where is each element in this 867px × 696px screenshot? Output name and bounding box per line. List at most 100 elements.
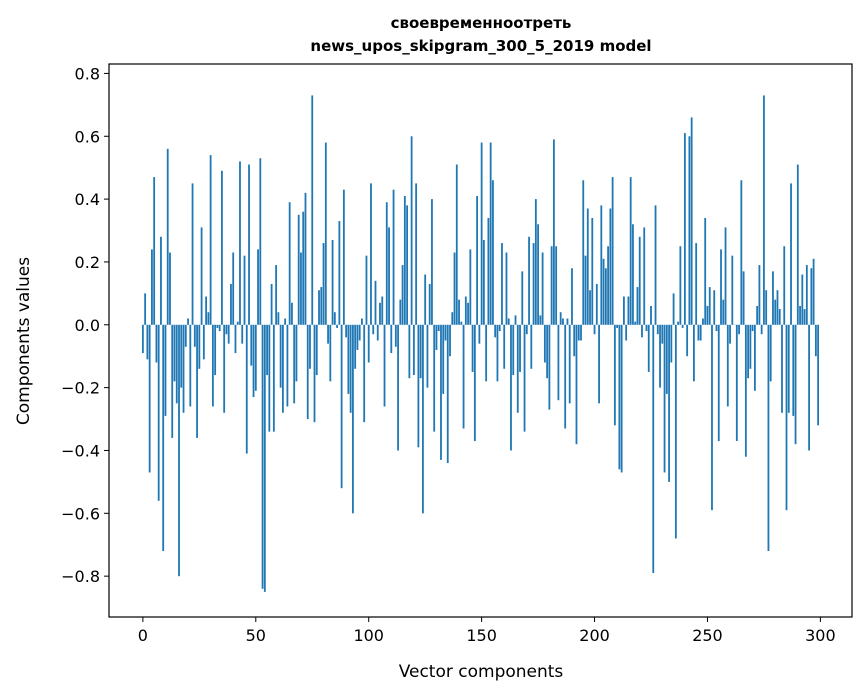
bar <box>164 324 167 416</box>
bar <box>539 315 542 325</box>
y-tick-label: 0.0 <box>75 316 100 335</box>
bar <box>196 324 198 438</box>
bar <box>749 324 752 369</box>
bar <box>641 324 643 338</box>
x-tick-label: 200 <box>579 626 610 645</box>
bar <box>632 224 634 325</box>
bar <box>591 217 594 325</box>
bar <box>494 324 497 338</box>
bar <box>329 324 332 382</box>
y-tick-label: 0.2 <box>75 253 100 272</box>
bar <box>525 324 528 335</box>
bar <box>367 324 370 363</box>
bar <box>663 324 666 473</box>
bar <box>173 324 176 382</box>
bar <box>191 183 194 325</box>
bar <box>735 324 738 442</box>
bar <box>772 271 774 325</box>
bar <box>557 324 560 401</box>
bar <box>731 255 734 325</box>
bar <box>336 324 338 328</box>
x-axis-ticks: 0 50 100 150 200 250 300 <box>138 617 836 645</box>
bar <box>370 183 372 325</box>
bar <box>469 249 472 325</box>
bar <box>297 214 300 325</box>
bar <box>460 321 463 325</box>
bar <box>157 324 160 501</box>
bar <box>202 324 205 360</box>
x-tick-label: 300 <box>805 626 836 645</box>
chart-title-line-1: своевременноотреть <box>391 14 572 32</box>
bar <box>765 290 768 325</box>
bar <box>794 324 797 445</box>
bar <box>729 324 731 344</box>
bar <box>620 324 623 473</box>
bar <box>512 324 515 376</box>
bar <box>354 324 357 369</box>
bar <box>584 255 587 325</box>
bar <box>713 290 716 325</box>
y-tick-label: 0.8 <box>75 64 100 83</box>
bar <box>385 202 388 325</box>
bar <box>241 324 244 344</box>
bar <box>808 324 810 451</box>
bar <box>252 324 255 398</box>
bar <box>695 243 698 325</box>
x-tick-label: 250 <box>692 626 723 645</box>
bar <box>580 324 582 341</box>
bar <box>218 324 221 332</box>
bar <box>462 324 465 429</box>
bar <box>645 324 648 332</box>
bar <box>634 321 637 325</box>
bar <box>492 180 494 325</box>
bar <box>715 324 718 332</box>
bar <box>268 324 271 432</box>
bar <box>647 324 650 372</box>
bar <box>383 324 386 407</box>
bar <box>257 249 259 325</box>
bar <box>510 324 512 451</box>
bar <box>688 136 691 325</box>
bar <box>501 243 503 325</box>
bar <box>629 177 632 325</box>
bar <box>482 239 485 325</box>
bar <box>577 324 580 341</box>
bar <box>623 296 625 325</box>
bar <box>600 205 603 325</box>
bar <box>625 324 628 341</box>
bar <box>693 324 695 382</box>
bar <box>503 324 506 369</box>
bar <box>528 236 530 325</box>
bar <box>428 283 431 325</box>
bars-group <box>141 95 820 592</box>
bar <box>690 117 693 325</box>
bar <box>223 324 226 413</box>
y-tick-label: −0.2 <box>61 379 100 398</box>
bar <box>266 324 268 376</box>
bar <box>507 318 510 325</box>
bar <box>751 324 754 332</box>
bar <box>656 324 659 335</box>
bar <box>300 252 302 325</box>
bar <box>593 324 596 335</box>
bar <box>426 324 429 388</box>
bar <box>582 180 585 325</box>
bar <box>458 299 460 325</box>
bar <box>532 243 535 325</box>
bar <box>331 239 334 325</box>
bar <box>379 302 381 325</box>
bar <box>365 255 368 325</box>
bar <box>415 183 418 325</box>
bar <box>627 296 630 325</box>
bar <box>562 318 564 325</box>
bar <box>724 227 727 325</box>
bar <box>193 324 196 347</box>
bar <box>516 324 519 413</box>
bar <box>270 283 273 325</box>
bar <box>422 324 424 514</box>
bar <box>182 324 185 413</box>
bar <box>261 324 264 589</box>
bar <box>281 324 284 413</box>
bar <box>295 324 298 382</box>
bar <box>401 265 404 325</box>
